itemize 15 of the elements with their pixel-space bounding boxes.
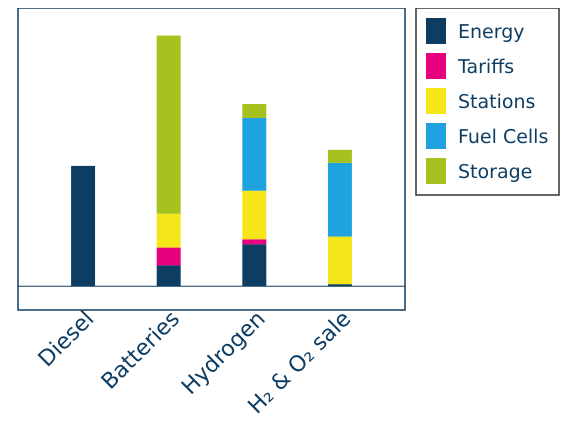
legend-label: Storage (458, 161, 532, 183)
bar (328, 150, 352, 163)
bar (242, 104, 266, 118)
bar (242, 118, 266, 191)
legend-label: Fuel Cells (458, 126, 548, 148)
bar (242, 239, 266, 244)
legend-label: Energy (458, 21, 525, 43)
bar (242, 190, 266, 240)
bar (156, 36, 181, 214)
bar (156, 248, 181, 266)
legend-label: Stations (458, 91, 536, 113)
bar (328, 236, 352, 284)
legend-label: Tariffs (457, 56, 514, 78)
bar (328, 162, 352, 237)
bar (156, 214, 181, 248)
